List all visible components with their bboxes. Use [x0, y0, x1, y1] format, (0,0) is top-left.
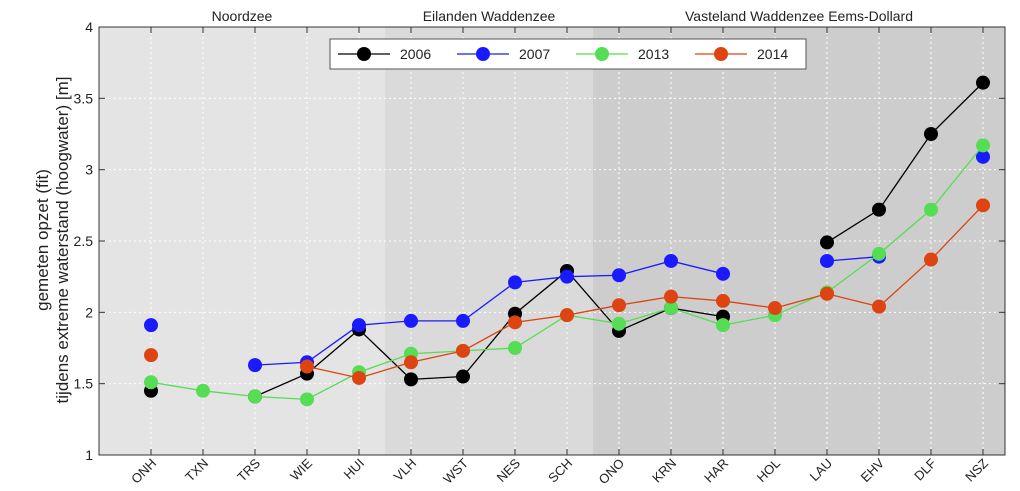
x-tick-label: SCH [545, 456, 575, 486]
data-point-2006 [872, 202, 886, 217]
data-point-2007 [612, 268, 626, 283]
series-line-2007 [826, 256, 880, 262]
x-tick-label: ONO [596, 456, 628, 488]
data-point-2006 [820, 235, 834, 250]
data-point-2014 [976, 198, 990, 213]
data-point-2007 [144, 318, 158, 333]
data-point-2014 [872, 299, 886, 314]
data-point-2007 [456, 313, 470, 328]
y-tick-label: 3.5 [74, 90, 94, 106]
y-tick-label: 3 [85, 162, 93, 178]
series-line-2007 [254, 260, 724, 366]
data-point-2007 [560, 269, 574, 284]
data-point-2014 [508, 315, 522, 330]
data-point-2014 [664, 289, 678, 304]
data-point-2014 [768, 301, 782, 316]
legend-marker-2006 [357, 47, 371, 61]
y-tick-label: 2 [85, 304, 93, 320]
data-point-2013 [716, 318, 730, 333]
x-tick-label: VLH [391, 456, 419, 484]
data-point-2007 [248, 358, 262, 373]
data-point-2007 [352, 318, 366, 333]
data-point-2006 [404, 372, 418, 387]
region-label: Eilanden Waddenzee [423, 8, 556, 24]
data-point-2007 [508, 275, 522, 290]
data-point-2013 [300, 392, 314, 407]
data-point-2007 [716, 266, 730, 281]
data-point-2014 [300, 359, 314, 374]
data-point-2013 [976, 138, 990, 153]
x-tick-label: TRS [234, 455, 263, 484]
y-tick-label: 1.5 [74, 376, 94, 392]
data-point-2013 [508, 341, 522, 355]
data-point-2014 [560, 308, 574, 323]
region-background [99, 27, 385, 455]
data-point-2007 [404, 313, 418, 328]
data-point-2014 [924, 252, 938, 267]
data-point-2007 [820, 253, 834, 268]
data-point-2006 [924, 127, 938, 141]
x-tick-label: NSZ [962, 455, 991, 484]
data-point-2013 [196, 383, 210, 398]
data-point-2014 [352, 370, 366, 385]
y-axis-label-line2: tijdens extreme waterstand (hoogwater) [… [53, 77, 72, 404]
data-point-2014 [820, 286, 834, 301]
data-point-2006 [456, 369, 470, 384]
data-point-2007 [976, 149, 990, 164]
data-point-2014 [456, 343, 470, 358]
x-tick-label: KRN [649, 456, 679, 486]
x-tick-label: EHV [858, 455, 888, 485]
data-point-2014 [404, 355, 418, 370]
data-point-2014 [716, 293, 730, 308]
x-tick-label: HAR [701, 456, 731, 486]
data-point-2013 [144, 375, 158, 390]
x-tick-label: HUI [341, 456, 367, 482]
y-tick-label: 1 [85, 447, 93, 463]
series-line-2014 [306, 204, 984, 379]
x-tick-label: ONH [128, 456, 159, 487]
series-line-2006 [826, 82, 984, 243]
legend-label-2006: 2006 [400, 46, 431, 62]
legend-label-2007: 2007 [519, 46, 550, 62]
x-tick-label: DLF [911, 455, 939, 483]
legend-label-2014: 2014 [757, 46, 788, 62]
legend-marker-2014 [714, 47, 728, 61]
data-point-2013 [248, 389, 262, 404]
legend-marker-2013 [595, 47, 609, 61]
x-tick-label: HOL [754, 456, 784, 486]
y-tick-label: 4 [85, 19, 93, 35]
series [144, 75, 990, 407]
data-point-2014 [612, 298, 626, 313]
region-label: Vasteland Waddenzee Eems-Dollard [685, 8, 913, 24]
legend-marker-2007 [476, 47, 490, 61]
legend: 2006 2007 2013 2014 [329, 38, 807, 70]
data-point-2013 [872, 246, 886, 261]
data-point-2006 [976, 75, 990, 90]
data-point-2013 [664, 301, 678, 316]
x-tick-label: TXN [182, 456, 211, 485]
data-point-2013 [924, 202, 938, 217]
x-tick-label: NES [494, 455, 524, 485]
data-point-2014 [144, 348, 158, 363]
y-axis-label-line1: gemeten opzet (fit) [33, 169, 52, 311]
legend-label-2013: 2013 [638, 46, 669, 62]
region-label: Noordzee [212, 8, 273, 24]
x-tick-label: WIE [287, 455, 315, 483]
x-tick-label: WST [440, 455, 471, 486]
x-tick-label: LAU [807, 456, 835, 484]
data-point-2013 [612, 316, 626, 331]
data-point-2007 [664, 253, 678, 268]
y-tick-label: 2.5 [74, 233, 94, 249]
series-line-2006 [254, 270, 724, 398]
